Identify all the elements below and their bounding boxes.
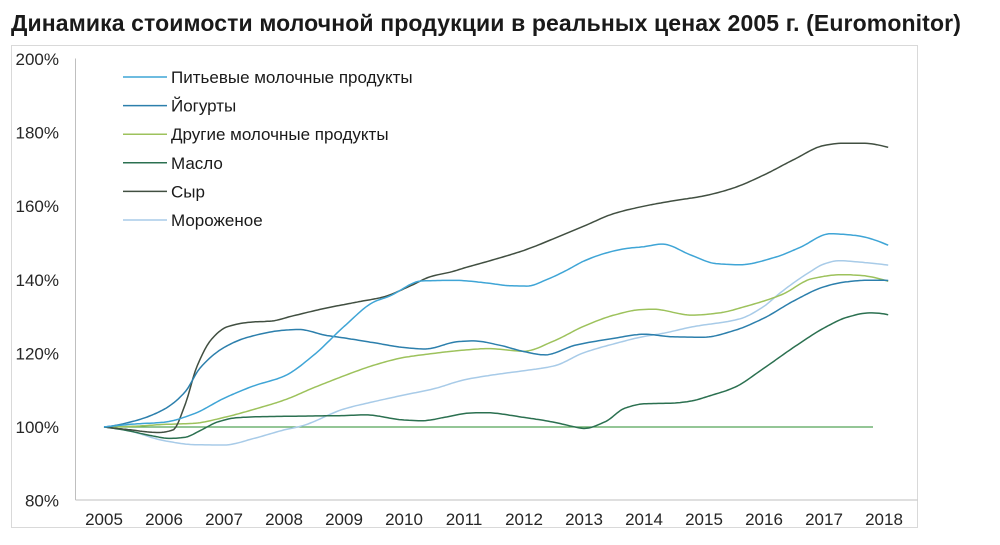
svg-text:2010: 2010 [385, 510, 423, 529]
svg-text:2006: 2006 [145, 510, 183, 529]
svg-text:Йогурты: Йогурты [171, 97, 236, 116]
svg-text:Мороженое: Мороженое [171, 211, 263, 230]
svg-text:2009: 2009 [325, 510, 363, 529]
svg-text:2008: 2008 [265, 510, 303, 529]
svg-text:120%: 120% [16, 344, 59, 363]
svg-text:2011: 2011 [446, 510, 483, 529]
svg-text:2016: 2016 [745, 510, 783, 529]
svg-text:2014: 2014 [625, 510, 663, 529]
svg-text:2015: 2015 [685, 510, 723, 529]
svg-text:2007: 2007 [205, 510, 243, 529]
svg-text:2017: 2017 [805, 510, 843, 529]
svg-text:180%: 180% [16, 124, 59, 143]
svg-text:Питьевые молочные продукты: Питьевые молочные продукты [171, 68, 413, 87]
svg-text:Другие молочные продукты: Другие молочные продукты [171, 125, 389, 144]
svg-text:2005: 2005 [85, 510, 123, 529]
svg-text:160%: 160% [16, 197, 59, 216]
svg-text:2018: 2018 [865, 510, 903, 529]
svg-text:Масло: Масло [171, 154, 223, 173]
svg-text:200%: 200% [16, 50, 59, 69]
svg-text:Сыр: Сыр [171, 182, 205, 201]
svg-text:2012: 2012 [505, 510, 543, 529]
svg-text:140%: 140% [16, 271, 59, 290]
svg-text:100%: 100% [16, 418, 59, 437]
svg-text:Динамика стоимости молочной пр: Динамика стоимости молочной продукции в … [11, 10, 961, 36]
svg-text:2013: 2013 [565, 510, 603, 529]
svg-text:80%: 80% [25, 492, 59, 511]
